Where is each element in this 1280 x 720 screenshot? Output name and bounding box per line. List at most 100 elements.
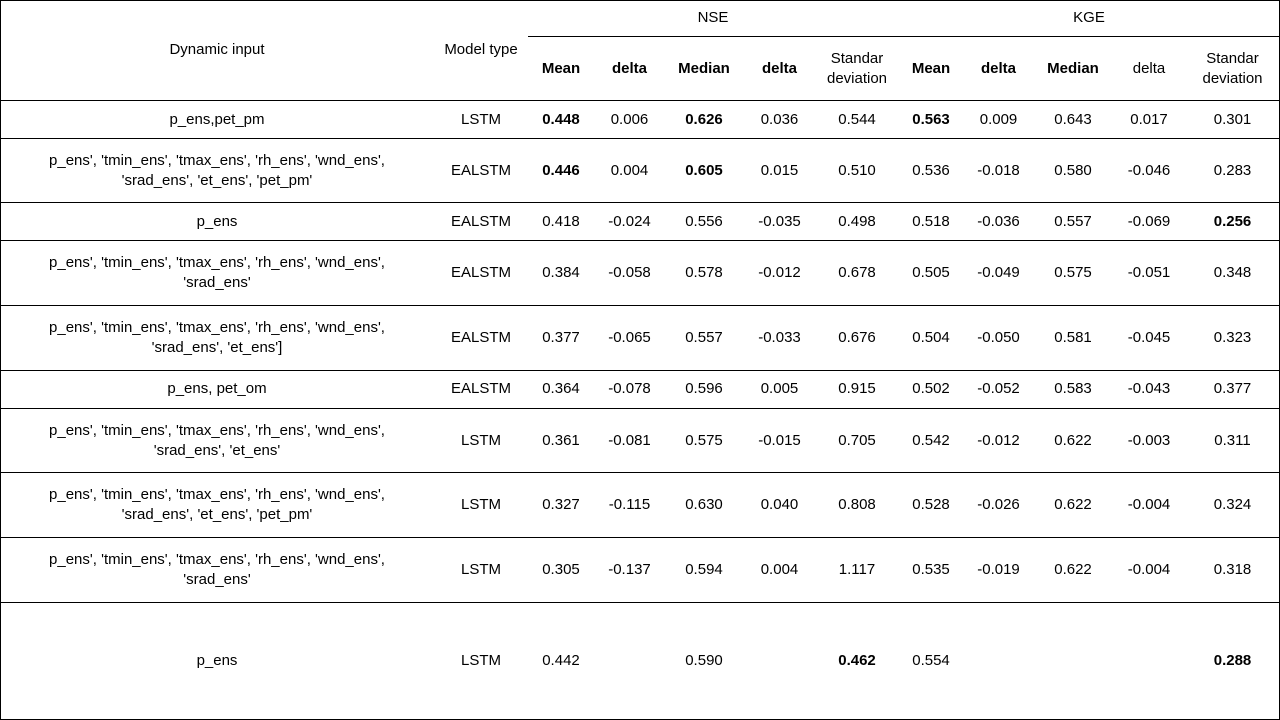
dynamic-input-cell: p_ens', 'tmin_ens', 'tmax_ens', 'rh_ens'…	[0, 138, 434, 204]
metric-cell: 0.536	[898, 138, 965, 204]
metric-cell: 0.676	[816, 305, 899, 371]
metric-cell: 0.323	[1185, 305, 1280, 371]
model-type-cell: LSTM	[434, 408, 528, 474]
metric-cell	[964, 602, 1034, 720]
metric-cell: 0.583	[1033, 370, 1114, 409]
metric-cell: 0.377	[1185, 370, 1280, 409]
metric-cell: 0.594	[665, 537, 743, 603]
metric-cell: -0.049	[964, 240, 1034, 306]
header-kge: KGE	[898, 0, 1280, 37]
metric-cell: 0.528	[898, 472, 965, 539]
model-type-cell: LSTM	[434, 100, 528, 140]
table-row: p_ens,pet_pm LSTM 0.448 0.006 0.626 0.036 0.54…	[0, 100, 1280, 140]
metric-cell	[743, 602, 816, 720]
metric-cell: 0.622	[1033, 537, 1114, 603]
metric-cell: -0.012	[964, 408, 1034, 474]
metric-cell: -0.078	[594, 370, 665, 409]
metric-cell: 0.575	[1033, 240, 1114, 306]
metric-cell: -0.081	[594, 408, 665, 474]
metric-cell: 0.643	[1033, 100, 1114, 140]
dynamic-input-cell: p_ens', 'tmin_ens', 'tmax_ens', 'rh_ens'…	[0, 305, 434, 371]
metric-cell: 0.581	[1033, 305, 1114, 371]
model-type-cell: EALSTM	[434, 138, 528, 204]
metric-cell: 0.462	[816, 602, 899, 720]
subheader-standar-deviation: Standar deviation	[1185, 36, 1280, 101]
metric-cell: 0.518	[898, 202, 965, 242]
metric-cell: 0.554	[898, 602, 965, 720]
model-type-cell: EALSTM	[434, 370, 528, 409]
metric-cell: 0.502	[898, 370, 965, 409]
subheader-standar-deviation: Standar deviation	[816, 36, 899, 101]
table-header: Dynamic input Model type NSE KGE Mean del…	[0, 0, 1280, 101]
table-body: p_ens,pet_pm LSTM 0.448 0.006 0.626 0.036 0.54…	[0, 100, 1280, 720]
metric-cell: -0.033	[743, 305, 816, 371]
table-row: p_ens', 'tmin_ens', 'tmax_ens', 'rh_ens'…	[0, 305, 1280, 371]
header-dynamic-input: Dynamic input	[0, 0, 434, 101]
metric-cell: 0.580	[1033, 138, 1114, 204]
metric-cell: 1.117	[816, 537, 899, 603]
metric-cell: -0.050	[964, 305, 1034, 371]
table-row: p_ens, pet_om EALSTM 0.364 -0.078 0.596 0.005…	[0, 370, 1280, 409]
metric-cell: 0.915	[816, 370, 899, 409]
metric-cell: 0.418	[528, 202, 594, 242]
metric-cell: 0.505	[898, 240, 965, 306]
metric-cell: -0.051	[1113, 240, 1186, 306]
metric-cell: 0.590	[665, 602, 743, 720]
subheader-mean: Mean	[898, 36, 965, 101]
metric-cell: 0.348	[1185, 240, 1280, 306]
subheader-row: Mean delta Median delta Standar deviation Mea…	[0, 36, 1280, 101]
metric-cell: -0.058	[594, 240, 665, 306]
metric-cell: 0.288	[1185, 602, 1280, 720]
model-type-cell: EALSTM	[434, 202, 528, 242]
metric-cell: -0.043	[1113, 370, 1186, 409]
metric-cell: 0.622	[1033, 472, 1114, 539]
header-nse: NSE	[528, 0, 899, 37]
dynamic-input-cell: p_ens	[0, 602, 434, 720]
metric-cell: 0.004	[594, 138, 665, 204]
metric-cell: 0.017	[1113, 100, 1186, 140]
metric-cell: 0.006	[594, 100, 665, 140]
metric-cell: 0.544	[816, 100, 899, 140]
metric-cell: 0.448	[528, 100, 594, 140]
metric-cell: 0.318	[1185, 537, 1280, 603]
table-row: p_ens LSTM 0.442 0.590 0.462 0.554 0.288	[0, 602, 1280, 720]
metric-cell: -0.035	[743, 202, 816, 242]
table-row: p_ens', 'tmin_ens', 'tmax_ens', 'rh_ens'…	[0, 472, 1280, 539]
subheader-mean: Mean	[528, 36, 594, 101]
dynamic-input-cell: p_ens', 'tmin_ens', 'tmax_ens', 'rh_ens'…	[0, 472, 434, 539]
metric-cell: -0.065	[594, 305, 665, 371]
metric-cell: 0.578	[665, 240, 743, 306]
metric-cell: 0.510	[816, 138, 899, 204]
metric-cell: 0.036	[743, 100, 816, 140]
model-type-cell: LSTM	[434, 472, 528, 539]
subheader-delta: delta	[594, 36, 665, 101]
metric-cell: 0.361	[528, 408, 594, 474]
metric-cell: -0.012	[743, 240, 816, 306]
subheader-delta: delta	[964, 36, 1034, 101]
metric-cell: -0.045	[1113, 305, 1186, 371]
metric-cell: -0.046	[1113, 138, 1186, 204]
metric-cell: -0.115	[594, 472, 665, 539]
model-type-cell: EALSTM	[434, 305, 528, 371]
metric-cell: 0.808	[816, 472, 899, 539]
dynamic-input-cell: p_ens', 'tmin_ens', 'tmax_ens', 'rh_ens'…	[0, 408, 434, 474]
table-row: p_ens', 'tmin_ens', 'tmax_ens', 'rh_ens'…	[0, 240, 1280, 306]
metric-cell: 0.535	[898, 537, 965, 603]
metric-cell: 0.498	[816, 202, 899, 242]
metric-cell: 0.446	[528, 138, 594, 204]
metric-cell: -0.003	[1113, 408, 1186, 474]
metric-cell: 0.557	[1033, 202, 1114, 242]
dynamic-input-cell: p_ens, pet_om	[0, 370, 434, 409]
metric-cell: 0.630	[665, 472, 743, 539]
metric-cell: 0.556	[665, 202, 743, 242]
header-model-type: Model type	[434, 0, 528, 101]
metric-cell: -0.137	[594, 537, 665, 603]
metric-cell: -0.052	[964, 370, 1034, 409]
dynamic-input-cell: p_ens', 'tmin_ens', 'tmax_ens', 'rh_ens'…	[0, 240, 434, 306]
subheader-median: Median	[665, 36, 743, 101]
subheader-delta: delta	[1113, 36, 1186, 101]
table-row: p_ens', 'tmin_ens', 'tmax_ens', 'rh_ens'…	[0, 138, 1280, 204]
metric-cell: 0.301	[1185, 100, 1280, 140]
model-type-cell: LSTM	[434, 537, 528, 603]
metric-cell: 0.705	[816, 408, 899, 474]
